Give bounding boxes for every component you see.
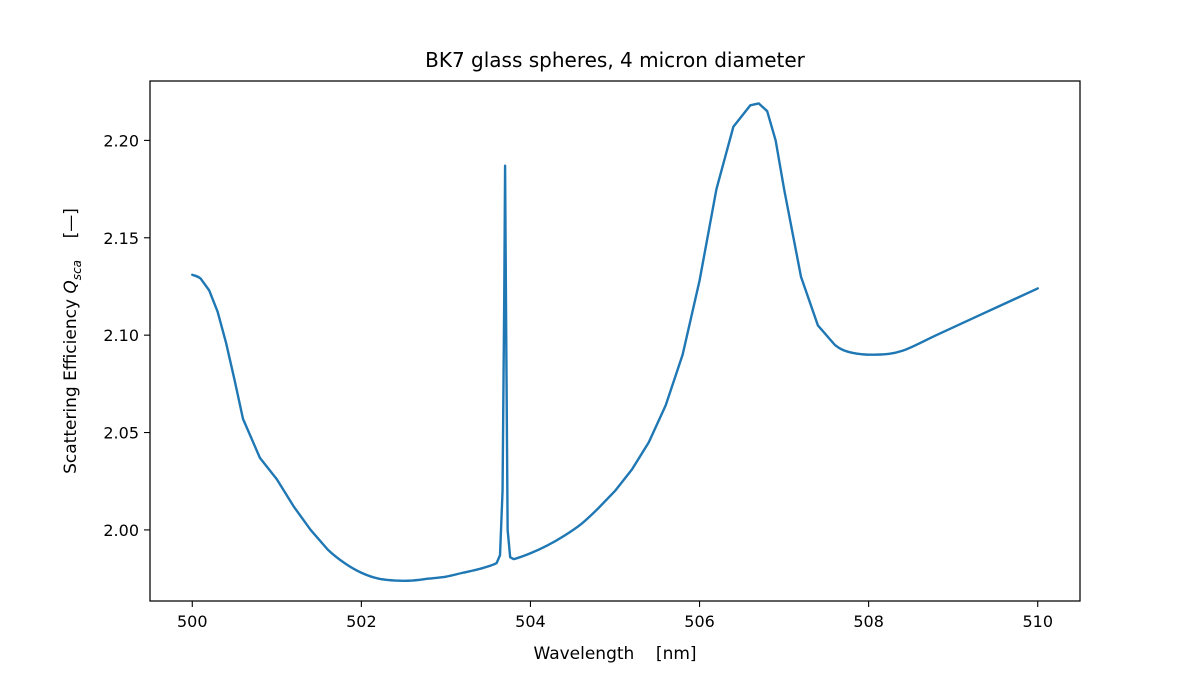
y-axis-label: Scattering Efficiency Qsca [—] [61, 208, 84, 474]
x-tick-label: 504 [515, 612, 546, 631]
chart-title: BK7 glass spheres, 4 micron diameter [425, 48, 806, 72]
x-tick-label: 508 [853, 612, 884, 631]
x-tick-label: 502 [346, 612, 377, 631]
y-axis: 2.00 2.05 2.10 2.15 2.20 [103, 131, 150, 540]
axes-frame [149, 80, 1081, 602]
y-tick-label: 2.05 [103, 424, 139, 443]
y-tick-label: 2.20 [103, 131, 139, 150]
y-axis-label-subscript: sca [70, 260, 84, 280]
plot-area [191, 102, 1039, 582]
series-line [191, 102, 1039, 582]
y-axis-label-main: Scattering Efficiency [61, 294, 81, 474]
x-axis: 500 502 504 506 508 510 [177, 601, 1053, 631]
y-axis-label-symbol: Q [61, 280, 81, 293]
y-tick-label: 2.10 [103, 326, 139, 345]
y-tick-label: 2.00 [103, 521, 139, 540]
x-tick-label: 500 [177, 612, 208, 631]
y-axis-label-units: [—] [61, 208, 81, 260]
x-axis-label: Wavelength [nm] [533, 644, 696, 664]
x-tick-label: 506 [684, 612, 715, 631]
x-tick-label: 510 [1022, 612, 1053, 631]
y-tick-label: 2.15 [103, 229, 139, 248]
